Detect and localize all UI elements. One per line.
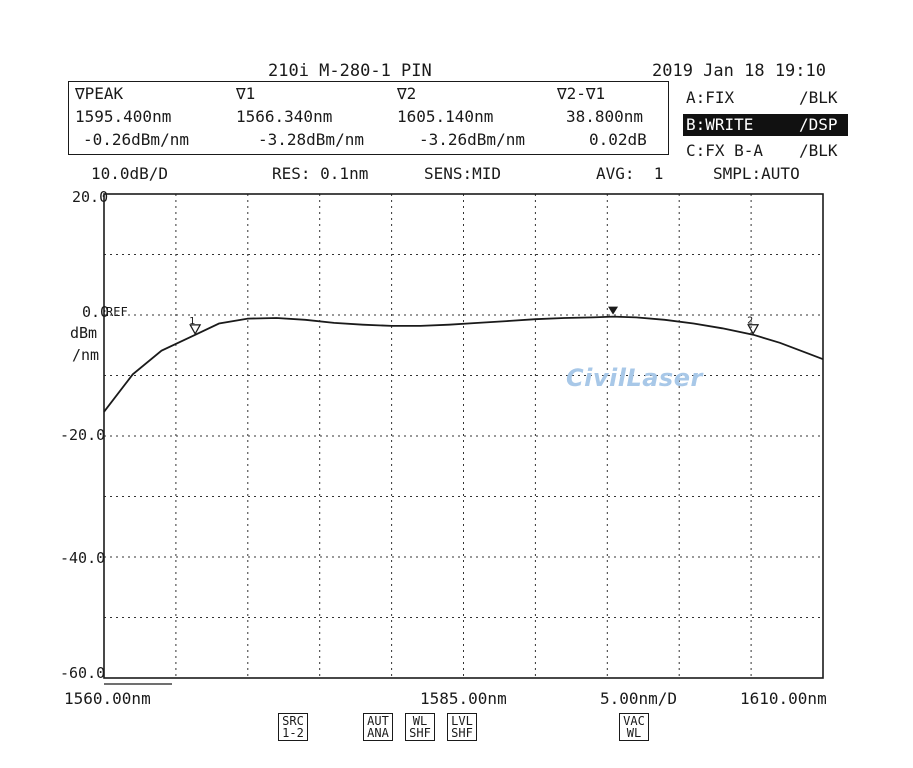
sensitivity-setting: SENS:MID xyxy=(424,164,502,183)
softkey-wl-shf[interactable]: WL SHF xyxy=(405,713,435,741)
trace-b-name: B:WRITE xyxy=(686,115,754,134)
resolution-setting: RES: 0.1nm xyxy=(272,164,369,183)
softkey-lvl-line1: LVL xyxy=(451,714,473,728)
x-stop-label: 1610.00nm xyxy=(740,689,827,708)
trace-a-status[interactable]: A:FIX /BLK xyxy=(683,87,848,109)
softkey-lvl-shf[interactable]: LVL SHF xyxy=(447,713,477,741)
trace-b-mode: /DSP xyxy=(799,115,838,134)
watermark-logo: CivilLaser xyxy=(566,364,703,392)
marker-delta-level: 0.02dB xyxy=(589,130,647,149)
marker-2-wavelength: 1605.140nm xyxy=(397,107,494,126)
spectrum-trace xyxy=(103,315,824,413)
trace-a-mode: /BLK xyxy=(799,88,838,107)
y-tick-label: 0.0 xyxy=(82,303,110,321)
trace-c-name: C:FX B-A xyxy=(686,141,764,160)
marker-2-label: ∇2 xyxy=(397,84,417,103)
softkey-vac-line2: WL xyxy=(626,726,642,740)
scale-setting: 10.0dB/D xyxy=(91,164,169,183)
marker-2-level: -3.26dBm/nm xyxy=(419,130,525,149)
softkey-src-line1: SRC xyxy=(282,714,304,728)
softkey-src-line2: 1-2 xyxy=(282,726,304,740)
trace-b-status[interactable]: B:WRITE /DSP xyxy=(683,114,848,136)
y-tick-label: 20.0 xyxy=(72,188,109,206)
softkey-vac-wl[interactable]: VAC WL xyxy=(619,713,649,741)
date-time: 2019 Jan 18 19:10 xyxy=(652,61,826,81)
softkey-src[interactable]: SRC 1-2 xyxy=(278,713,308,741)
softkey-aut-line1: AUT xyxy=(367,714,389,728)
plot-grid xyxy=(104,194,823,678)
trace-c-mode: /BLK xyxy=(799,141,838,160)
marker-flag-label: 2 xyxy=(747,316,753,327)
x-center-label: 1585.00nm xyxy=(420,689,507,708)
average-setting: AVG: 1 xyxy=(596,164,664,183)
marker-peak-wavelength: 1595.400nm xyxy=(75,107,172,126)
y-tick-label: -20.0 xyxy=(60,426,106,444)
y-unit-dbm: dBm xyxy=(70,324,98,342)
plot-frame xyxy=(103,193,824,679)
marker-flag-label: 1 xyxy=(189,316,195,327)
softkey-wl-line2: SHF xyxy=(409,726,431,740)
marker-delta-label: ∇2-∇1 xyxy=(557,84,606,103)
softkey-aut-ana[interactable]: AUT ANA xyxy=(363,713,393,741)
marker-triangle-outline xyxy=(747,324,760,335)
marker-peak xyxy=(608,306,619,315)
softkey-aut-line2: ANA xyxy=(367,726,389,740)
marker-delta-wavelength: 38.800nm xyxy=(566,107,644,126)
softkey-wl-line1: WL xyxy=(412,714,428,728)
softkey-lvl-line2: SHF xyxy=(451,726,473,740)
instrument-title: 210i M-280-1 PIN xyxy=(268,61,432,81)
x-span-label: 5.00nm/D xyxy=(600,689,678,708)
peak-marker-triangle xyxy=(608,306,619,315)
sampling-setting: SMPL:AUTO xyxy=(713,164,800,183)
y-tick-label: -40.0 xyxy=(60,549,106,567)
marker-peak-level: -0.26dBm/nm xyxy=(83,130,189,149)
marker-1-level: -3.28dBm/nm xyxy=(258,130,364,149)
marker-1-label: ∇1 xyxy=(236,84,256,103)
y-unit-per-nm: /nm xyxy=(72,346,100,364)
marker-peak-label: ∇PEAK xyxy=(75,84,124,103)
marker-1: 1 xyxy=(189,316,202,336)
marker-triangle-outline xyxy=(189,324,202,336)
marker-1-wavelength: 1566.340nm xyxy=(236,107,333,126)
marker-readout-panel: ∇PEAK 1595.400nm -0.26dBm/nm ∇1 1566.340… xyxy=(68,81,669,155)
trace-c-status[interactable]: C:FX B-A /BLK xyxy=(683,140,848,162)
x-start-label: 1560.00nm xyxy=(64,689,151,708)
marker-2: 2 xyxy=(747,316,760,335)
softkey-vac-line1: VAC xyxy=(623,714,645,728)
y-tick-label: -60.0 xyxy=(60,664,106,682)
trace-a-name: A:FIX xyxy=(686,88,735,107)
